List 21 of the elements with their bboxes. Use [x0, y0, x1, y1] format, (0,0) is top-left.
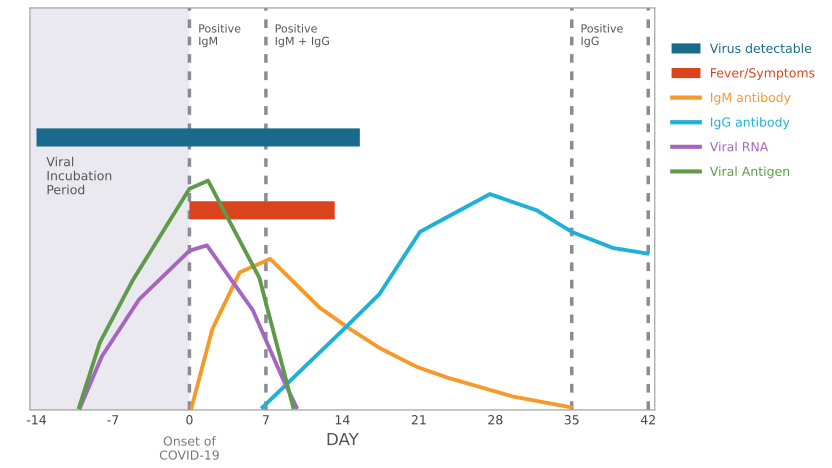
ref-line-label: Positive IgG	[582, 24, 623, 48]
legend-label: Viral Antigen	[710, 166, 790, 178]
x-tick-label: 7	[262, 415, 269, 424]
legend-label: IgM antibody	[711, 92, 791, 105]
x-tick-label: -7	[107, 415, 118, 424]
x-tick-label: 42	[640, 415, 655, 424]
legend-label: IgG antibody	[711, 117, 790, 130]
band-label: Viral Incubation Period	[46, 156, 112, 194]
text: Onset of COVID-19	[160, 436, 219, 460]
x-tick-label: 14	[336, 415, 350, 424]
ref-line-label: Positive IgM + IgG	[276, 24, 329, 48]
x-tick-label: -14	[26, 415, 46, 424]
legend-label: Fever/Symptoms	[711, 68, 814, 80]
x-tick-label: 21	[412, 415, 426, 424]
legend-label: Viral RNA	[710, 142, 768, 152]
legend-label: Virus detectable	[710, 43, 812, 54]
x-tick-label: 35	[564, 415, 579, 425]
x-tick-label: 0	[186, 415, 193, 425]
x-tick-label: 28	[488, 415, 502, 425]
ref-line-label: Positive IgM	[199, 24, 240, 48]
x-axis-title: DAY	[328, 432, 359, 446]
